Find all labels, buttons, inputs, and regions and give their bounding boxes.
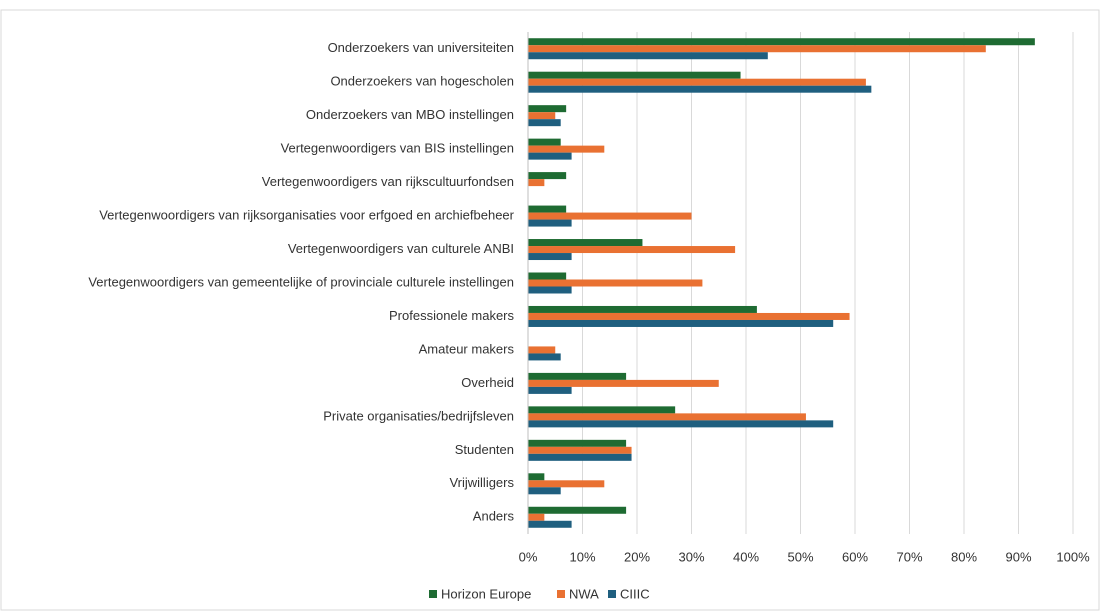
- y-tick-label: Overheid: [461, 375, 514, 390]
- x-tick-label: 30%: [678, 549, 704, 564]
- legend-swatch: [557, 590, 565, 598]
- y-tick-label: Vertegenwoordigers van gemeentelijke of …: [88, 274, 514, 289]
- legend-swatch: [429, 590, 437, 598]
- y-tick-label: Onderzoekers van hogescholen: [330, 74, 514, 89]
- bar: [528, 239, 643, 247]
- x-tick-label: 0%: [519, 549, 538, 564]
- bar: [528, 85, 872, 93]
- bar: [528, 38, 1035, 46]
- x-tick-label: 50%: [787, 549, 813, 564]
- bar: [528, 78, 866, 86]
- bar: [528, 272, 567, 280]
- bar: [528, 179, 545, 187]
- bar: [528, 71, 741, 79]
- x-tick-label: 40%: [733, 549, 759, 564]
- x-tick-label: 60%: [842, 549, 868, 564]
- y-tick-label: Vertegenwoordigers van rijksorganisaties…: [99, 208, 514, 223]
- bar: [528, 286, 572, 294]
- bar: [528, 372, 627, 380]
- bar: [528, 406, 676, 414]
- bar: [528, 473, 545, 481]
- bar: [528, 319, 834, 327]
- bar: [528, 253, 572, 261]
- bar: [528, 172, 567, 180]
- bar: [528, 439, 627, 447]
- bar: [528, 446, 632, 454]
- bar: [528, 246, 736, 254]
- y-tick-label: Vertegenwoordigers van BIS instellingen: [281, 141, 514, 156]
- bar: [528, 52, 768, 60]
- bar: [528, 520, 572, 528]
- legend-label: Horizon Europe: [441, 586, 531, 601]
- bar: [528, 279, 703, 287]
- bar: [528, 138, 561, 146]
- legend-label: CIIIC: [620, 586, 650, 601]
- y-tick-label: Vrijwilligers: [449, 475, 514, 490]
- bar: [528, 513, 545, 521]
- bar: [528, 212, 692, 220]
- y-tick-label: Professionele makers: [389, 308, 514, 323]
- bar: [528, 386, 572, 394]
- legend-label: NWA: [569, 586, 599, 601]
- y-tick-label: Anders: [473, 509, 515, 524]
- y-tick-label: Vertegenwoordigers van rijkscultuurfonds…: [262, 174, 514, 189]
- bar: [528, 346, 556, 354]
- x-tick-label: 80%: [951, 549, 977, 564]
- bar: [528, 145, 605, 153]
- bar: [528, 453, 632, 461]
- bar: [528, 119, 561, 127]
- y-tick-label: Studenten: [455, 442, 514, 457]
- y-tick-label: Vertegenwoordigers van culturele ANBI: [288, 241, 514, 256]
- bar: [528, 353, 561, 361]
- bar: [528, 112, 556, 120]
- x-tick-label: 10%: [569, 549, 595, 564]
- x-tick-label: 20%: [624, 549, 650, 564]
- bar: [528, 506, 627, 514]
- bar: [528, 413, 806, 421]
- bar: [528, 105, 567, 113]
- y-tick-label: Onderzoekers van universiteiten: [328, 40, 514, 55]
- bar: [528, 152, 572, 160]
- y-tick-label: Private organisaties/bedrijfsleven: [323, 408, 514, 423]
- bar: [528, 379, 719, 387]
- y-tick-label: Amateur makers: [419, 341, 515, 356]
- y-tick-label: Onderzoekers van MBO instellingen: [306, 107, 514, 122]
- bar: [528, 420, 834, 428]
- bar: [528, 219, 572, 227]
- x-tick-label: 90%: [1005, 549, 1031, 564]
- bar: [528, 45, 986, 53]
- bar: [528, 480, 605, 488]
- bar: [528, 305, 757, 313]
- legend-swatch: [608, 590, 616, 598]
- x-tick-label: 100%: [1056, 549, 1090, 564]
- bar: [528, 205, 567, 213]
- bar: [528, 312, 850, 320]
- bar: [528, 487, 561, 495]
- x-tick-label: 70%: [896, 549, 922, 564]
